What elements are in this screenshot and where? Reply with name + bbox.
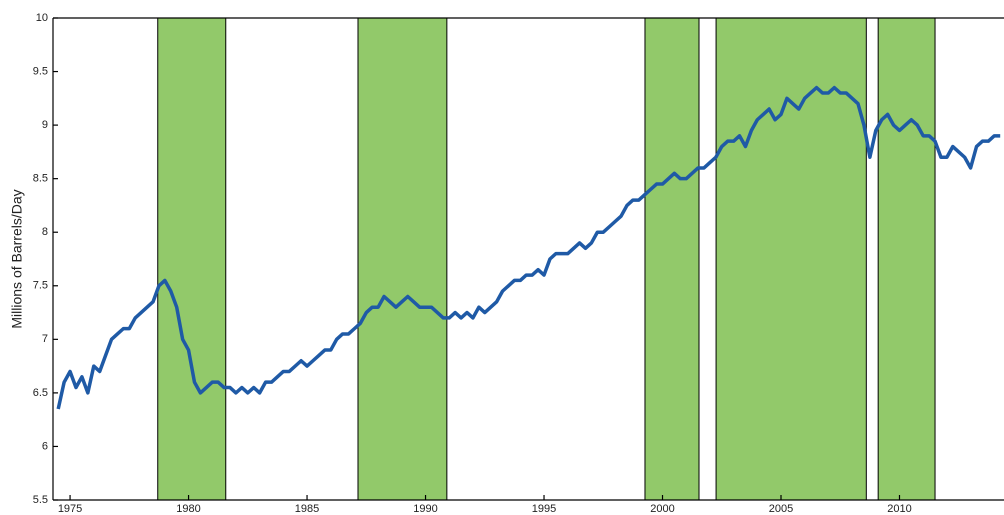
y-tick-label: 6.5	[33, 387, 48, 399]
shaded-region	[715, 17, 867, 501]
shaded-region	[644, 17, 700, 501]
x-tick-label: 2010	[887, 503, 911, 515]
x-tick-label: 2000	[650, 503, 674, 515]
y-axis-label: Millions of Barrels/Day	[9, 189, 25, 328]
x-tick-label: 1980	[176, 503, 200, 515]
data-line	[56, 85, 1001, 410]
shaded-region	[157, 17, 227, 501]
x-tick-label: 2005	[769, 503, 793, 515]
shaded-region	[877, 17, 936, 501]
x-tick-label: 1995	[532, 503, 556, 515]
y-tick-label: 10	[36, 12, 48, 24]
y-tick-label: 8.5	[33, 173, 48, 185]
y-tick-label: 5.5	[33, 494, 48, 506]
y-tick-label: 7.5	[33, 280, 48, 292]
y-tick-label: 8	[42, 226, 48, 238]
x-tick-label: 1985	[295, 503, 319, 515]
y-tick-label: 9.5	[33, 65, 48, 77]
y-tick-label: 7	[42, 333, 48, 345]
y-tick-label: 6	[42, 440, 48, 452]
y-tick-label: 9	[42, 119, 48, 131]
shaded-region	[357, 17, 448, 501]
x-tick-label: 1990	[413, 503, 437, 515]
x-tick-label: 1975	[58, 503, 82, 515]
